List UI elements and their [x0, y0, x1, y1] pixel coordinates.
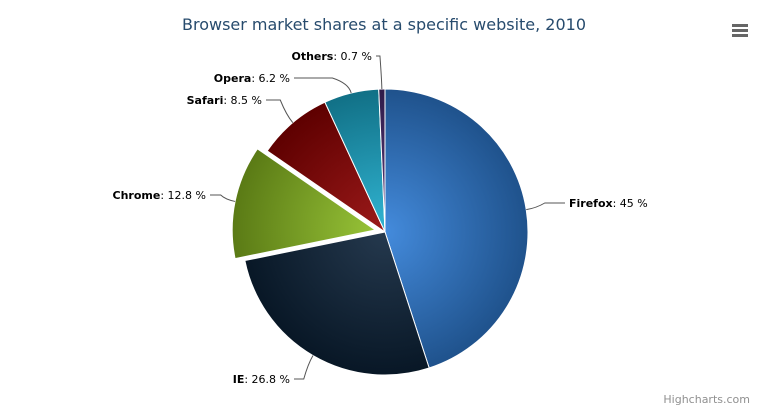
data-label-ie: IE: 26.8 %: [233, 373, 290, 386]
pie-slice-others[interactable]: [378, 88, 386, 233]
data-label-firefox: Firefox: 45 %: [569, 197, 648, 210]
credits-link[interactable]: Highcharts.com: [663, 393, 750, 406]
connector-others: [376, 55, 383, 90]
data-label-safari: Safari: 8.5 %: [187, 94, 262, 107]
connector-opera: [294, 77, 352, 94]
connector-firefox: [526, 202, 565, 211]
pie-slice-firefox[interactable]: [384, 88, 529, 369]
data-label-others: Others: 0.7 %: [291, 50, 372, 63]
connector-safari: [266, 99, 294, 124]
connector-ie: [294, 355, 314, 380]
pie-slice-ie[interactable]: [244, 231, 430, 376]
data-label-chrome: Chrome: 12.8 %: [113, 189, 206, 202]
connector-chrome: [210, 194, 236, 202]
chart-title: Browser market shares at a specific webs…: [182, 15, 586, 34]
hamburger-menu-icon[interactable]: [728, 18, 752, 42]
data-label-opera: Opera: 6.2 %: [214, 72, 290, 85]
